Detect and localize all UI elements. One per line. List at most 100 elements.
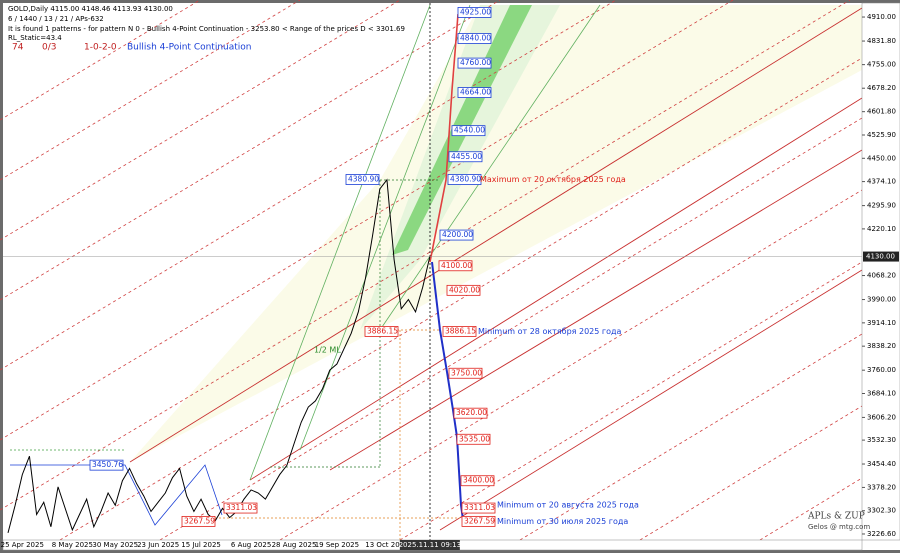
y-tick-label: 4374.10 [867,178,896,186]
level-label: 3750.00 [451,368,482,377]
x-tick-label: 15 Jul 2025 [181,541,221,549]
y-tick-label: 4295.90 [867,202,896,210]
note: Minimum от 28 октября 2025 года [478,327,622,336]
level-box [364,326,399,337]
level-box [448,367,483,379]
y-tick-label: 3990.00 [867,296,896,304]
level-label: 3311.03 [226,503,257,512]
watermark: APLs & ZUP [807,512,865,522]
y-tick-label: 3532.30 [867,436,896,444]
subtitle: 6 / 1440 / 13 / 21 / APs-632 [8,15,104,23]
median-label: 1/2 ML [314,346,341,355]
y-tick-label: 3378.20 [867,483,896,491]
y-tick-label: 4525.90 [867,131,896,139]
status: 74 [12,43,24,53]
y-tick-label: 3914.10 [867,319,896,327]
level-label: 4455.00 [451,152,482,161]
level-box [456,433,491,445]
time-cursor [399,540,460,550]
x-tick-label: 2025.11.11 09:13 [399,541,461,549]
y-tick-label: 3684.10 [867,389,896,397]
green-lines [249,4,601,481]
y-tick-label: 4068.20 [867,272,896,280]
level-box [461,515,496,527]
y-tick-label: 3838.20 [867,342,896,350]
level-box [447,174,482,185]
y-tick-label: 3302.30 [867,507,896,515]
level-label: 3267.59 [464,516,495,525]
note: Maximum от 20 октября 2025 года [480,175,626,184]
projection-up [429,13,459,263]
level-label: 4540.00 [454,126,485,135]
x-tick-label: 25 Apr 2025 [1,541,44,549]
x-tick-label: 19 Sep 2025 [315,541,359,549]
level-box [181,515,216,527]
level-label: 3620.00 [456,408,487,417]
price-line [7,178,431,534]
projection-down [431,261,464,521]
level-label: 3886.15 [367,326,398,335]
level-label: 3311.03 [464,503,495,512]
level-box [448,151,483,163]
price-axis [861,2,900,541]
level-box [446,284,481,296]
last-price-label: 4130.00 [866,253,895,261]
y-tick-label: 3760.00 [867,366,896,374]
level-box [223,502,258,514]
x-tick-label: 6 Aug 2025 [231,541,271,549]
level-label: 3535.00 [459,434,490,443]
x-tick-label: 30 May 2025 [92,541,138,549]
y-tick-label: 3226.60 [867,530,896,538]
last-price-tag [863,251,899,262]
info-line: It is found 1 patterns - for pattern N 0… [8,25,405,33]
status: Bullish 4-Point Continuation [127,43,252,53]
level-box [442,326,477,337]
title: GOLD,Daily 4115.00 4148.46 4113.93 4130.… [8,5,173,13]
level-label: 4380.90 [348,175,379,184]
level-label: 4840.00 [460,34,491,43]
level-label: 3886.15 [445,326,476,335]
watermark: Gelos @ mtg.com [808,523,870,531]
level-box [461,502,496,514]
level-label: 4200.00 [442,230,473,239]
y-tick-label: 4450.00 [867,154,896,162]
pitchfork-area [130,5,862,462]
note: Minimum от 30 июля 2025 года [497,517,628,526]
y-tick-label: 4910.00 [867,13,896,21]
level-box [89,459,124,471]
level-label: 4380.90 [450,175,481,184]
x-tick-label: 23 Jun 2025 [137,541,179,549]
note: Minimum от 20 августа 2025 года [497,501,639,510]
status: 0/3 [42,43,56,53]
level-label: 4760.00 [460,58,491,67]
level-label: 4664.00 [460,88,491,97]
level-box [457,7,492,18]
level-box [457,33,492,44]
pattern-lines [10,449,223,526]
level-label: 4020.00 [449,285,480,294]
x-tick-label: 8 May 2025 [52,541,93,549]
y-tick-label: 4601.80 [867,108,896,116]
x-tick-label: 28 Aug 2025 [272,541,317,549]
x-tick-label: 13 Oct 2025 [365,541,408,549]
y-tick-label: 4755.00 [867,61,896,69]
level-box [451,125,486,137]
level-box [453,407,488,419]
level-label: 3267.59 [184,516,215,525]
level-box [438,260,473,272]
y-tick-label: 4220.10 [867,225,896,233]
level-box [457,87,492,98]
y-tick-label: 4831.80 [867,37,896,45]
level-label: 4100.00 [441,261,472,270]
level-box [439,229,474,241]
y-tick-label: 3606.20 [867,413,896,421]
green-zone [360,5,560,330]
status: 1-0-2-0 [84,43,117,53]
fan-lines [0,0,863,541]
level-label: 3400.00 [463,476,494,485]
static-line: RL_Static=43.4 [8,34,62,42]
level-label: 4925.00 [460,7,491,16]
y-tick-label: 3454.40 [867,460,896,468]
level-label: 3450.76 [92,460,123,469]
